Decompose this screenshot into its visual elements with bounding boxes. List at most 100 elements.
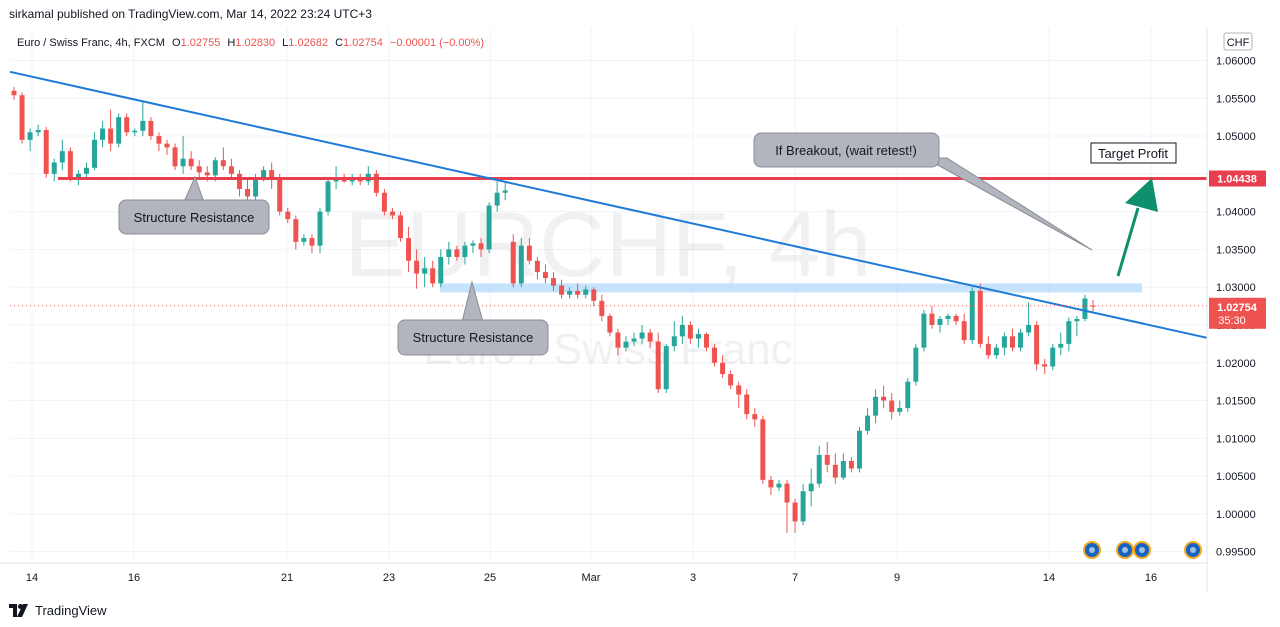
candle[interactable]: [655, 332, 661, 393]
candle[interactable]: [43, 126, 49, 178]
candle[interactable]: [728, 370, 734, 390]
candle[interactable]: [913, 343, 919, 386]
candle[interactable]: [156, 132, 162, 152]
candle[interactable]: [663, 343, 669, 393]
candle[interactable]: [881, 385, 887, 409]
candle[interactable]: [245, 177, 251, 201]
target-profit-label[interactable]: Target Profit: [1090, 142, 1177, 164]
candle[interactable]: [188, 151, 194, 171]
candle[interactable]: [969, 287, 975, 344]
candle[interactable]: [502, 181, 508, 201]
candle[interactable]: [11, 86, 17, 100]
candle[interactable]: [35, 124, 41, 137]
candle[interactable]: [59, 139, 65, 171]
candle[interactable]: [478, 238, 484, 257]
candle[interactable]: [526, 238, 532, 265]
support-zone[interactable]: [440, 283, 1142, 293]
candle[interactable]: [1090, 300, 1096, 312]
candle[interactable]: [583, 285, 589, 299]
candle[interactable]: [373, 170, 379, 197]
candle[interactable]: [856, 426, 862, 473]
candle[interactable]: [1074, 315, 1080, 337]
candle[interactable]: [752, 408, 758, 427]
candle[interactable]: [51, 158, 57, 182]
callout-structure-resistance-1[interactable]: Structure Resistance: [118, 175, 270, 235]
candle[interactable]: [180, 136, 186, 174]
candle[interactable]: [575, 283, 581, 299]
candle[interactable]: [695, 328, 701, 348]
candle[interactable]: [591, 287, 597, 307]
candle[interactable]: [148, 117, 154, 140]
candle[interactable]: [631, 332, 637, 347]
tradingview-logo-icon[interactable]: [9, 603, 31, 617]
candle[interactable]: [687, 321, 693, 344]
candle[interactable]: [551, 272, 556, 291]
candle[interactable]: [1001, 332, 1007, 356]
candle[interactable]: [1034, 321, 1040, 371]
event-icon[interactable]: [1133, 541, 1151, 559]
candle[interactable]: [381, 188, 387, 216]
candle[interactable]: [414, 249, 420, 289]
candle[interactable]: [172, 143, 178, 171]
callout-breakout[interactable]: If Breakout, (wait retest!): [753, 132, 1093, 251]
candle[interactable]: [800, 483, 806, 526]
candle[interactable]: [277, 173, 283, 216]
candle[interactable]: [1018, 328, 1024, 352]
candle[interactable]: [83, 162, 89, 178]
event-markers[interactable]: [1083, 541, 1202, 559]
candle[interactable]: [671, 321, 677, 352]
candle[interactable]: [599, 294, 605, 322]
candle[interactable]: [768, 476, 774, 495]
candle[interactable]: [309, 234, 315, 254]
candle[interactable]: [293, 215, 299, 250]
candle[interactable]: [897, 400, 903, 416]
candle[interactable]: [92, 132, 98, 171]
time-axis[interactable]: 14 16 21 23 25 Mar 3 7 9 14 16: [0, 562, 1207, 584]
candle[interactable]: [1066, 317, 1072, 352]
candle[interactable]: [816, 445, 822, 488]
candle[interactable]: [736, 381, 742, 409]
candle[interactable]: [462, 241, 468, 265]
candle[interactable]: [792, 498, 798, 533]
candle[interactable]: [494, 181, 500, 212]
candle[interactable]: [832, 453, 838, 484]
candle[interactable]: [921, 309, 927, 352]
candle[interactable]: [744, 389, 750, 420]
currency-box[interactable]: [1223, 32, 1253, 51]
candle[interactable]: [647, 328, 653, 348]
candle[interactable]: [873, 389, 879, 424]
candle[interactable]: [1042, 358, 1048, 375]
candle[interactable]: [865, 408, 871, 435]
candle[interactable]: [422, 256, 428, 288]
candle[interactable]: [824, 442, 830, 473]
candle[interactable]: [977, 283, 983, 348]
candle[interactable]: [993, 343, 999, 359]
candle[interactable]: [1050, 343, 1056, 371]
candle[interactable]: [406, 226, 412, 273]
candle[interactable]: [534, 256, 540, 280]
candle[interactable]: [518, 238, 524, 288]
candle[interactable]: [132, 128, 138, 137]
candle[interactable]: [220, 147, 226, 171]
candle[interactable]: [1009, 328, 1015, 352]
candle[interactable]: [848, 457, 854, 473]
event-icon[interactable]: [1184, 541, 1202, 559]
trendline[interactable]: [9, 70, 1208, 339]
candle[interactable]: [929, 306, 935, 329]
candle[interactable]: [446, 241, 452, 265]
event-icon[interactable]: [1083, 541, 1101, 559]
candle[interactable]: [776, 479, 782, 492]
candle[interactable]: [389, 207, 395, 220]
candle[interactable]: [140, 102, 146, 137]
candle[interactable]: [567, 287, 573, 299]
candle[interactable]: [27, 128, 33, 152]
callout-structure-resistance-2[interactable]: Structure Resistance: [397, 280, 549, 356]
candle[interactable]: [1026, 302, 1032, 337]
candle[interactable]: [301, 234, 307, 246]
candle[interactable]: [164, 139, 170, 155]
footer-brand[interactable]: TradingView: [35, 602, 107, 618]
event-icon[interactable]: [1116, 541, 1134, 559]
candle[interactable]: [317, 207, 323, 254]
price-chart[interactable]: EURCHF, 4h Euro / Swiss Franc Structure …: [0, 28, 1280, 593]
candle[interactable]: [679, 315, 685, 344]
